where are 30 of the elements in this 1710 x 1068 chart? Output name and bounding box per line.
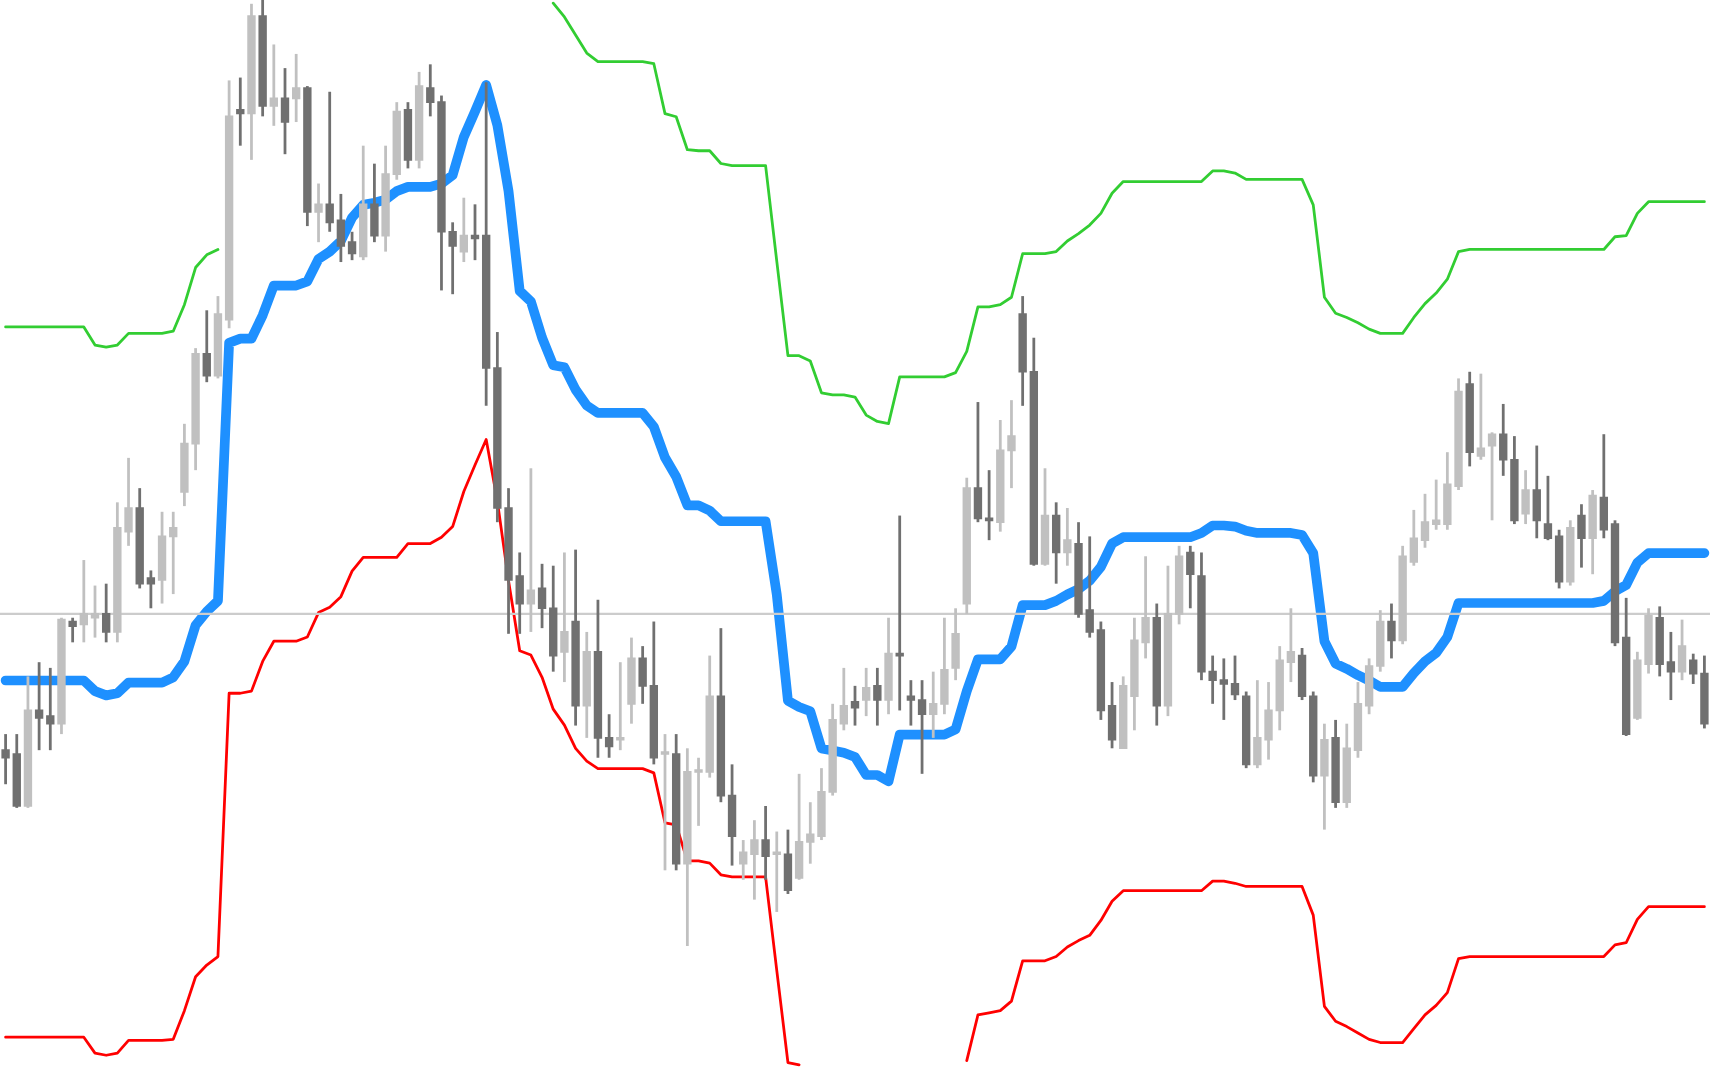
candlestick: [1677, 618, 1687, 682]
candlestick: [280, 66, 290, 156]
candlestick: [1051, 500, 1061, 586]
candlestick: [101, 582, 111, 644]
candlestick: [236, 76, 245, 148]
candlestick: [370, 162, 379, 244]
candlestick: [1532, 444, 1541, 540]
candlestick: [861, 666, 871, 718]
candlestick: [314, 182, 323, 244]
candlestick: [660, 732, 670, 872]
candlestick: [761, 804, 770, 882]
candlestick: [1521, 468, 1530, 526]
candlestick: [1320, 722, 1329, 832]
candlestick: [202, 308, 211, 384]
candlestick: [1186, 544, 1195, 610]
candlestick: [269, 43, 279, 128]
candlestick: [873, 666, 882, 727]
candlestick: [850, 684, 860, 727]
candlestick: [68, 616, 77, 644]
candlestick: [616, 660, 625, 752]
candlestick: [291, 52, 301, 124]
candlestick: [627, 636, 636, 726]
candlestick: [1577, 502, 1586, 569]
candlestick: [1476, 372, 1486, 462]
candlestick: [459, 196, 469, 264]
candlestick: [1387, 602, 1396, 660]
candlestick: [1063, 506, 1072, 568]
candlestick: [1487, 430, 1497, 522]
candlestick: [783, 828, 793, 896]
candlestick: [1588, 488, 1597, 576]
